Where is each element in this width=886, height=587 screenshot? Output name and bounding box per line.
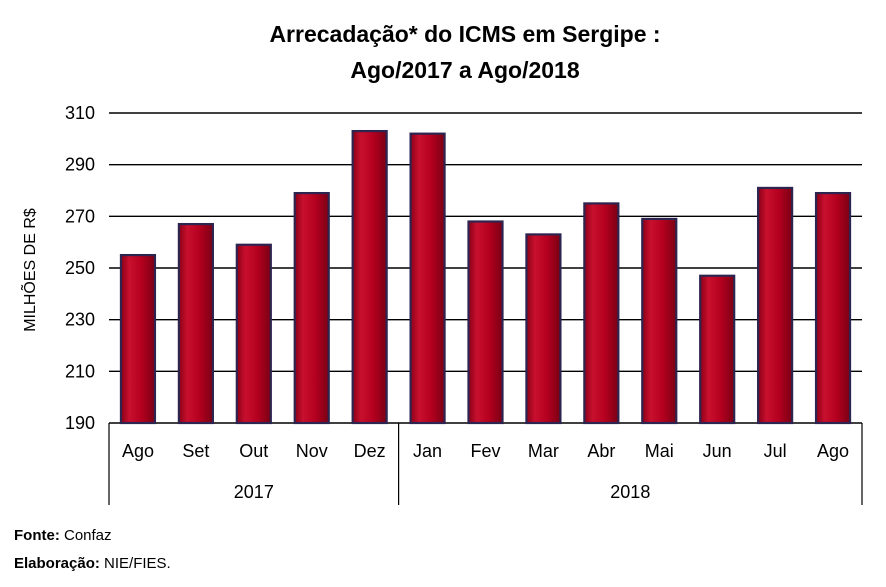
x-tick-label: Ago <box>817 441 849 461</box>
chart-title-line-2: Ago/2017 a Ago/2018 <box>350 57 579 83</box>
bar-mai-9 <box>641 217 678 425</box>
y-tick-label: 210 <box>65 361 95 381</box>
source-note: Fonte: Confaz <box>14 527 112 544</box>
bar-jun-10 <box>699 274 736 425</box>
x-tick-label: Fev <box>470 441 500 461</box>
bar-nov-3 <box>293 191 330 425</box>
credit-note: Elaboração: NIE/FIES. <box>14 555 171 572</box>
y-tick-label: 290 <box>65 155 95 175</box>
bar-jul-11 <box>757 186 794 425</box>
group-label-2017: 2017 <box>234 482 274 502</box>
y-tick-label: 230 <box>65 310 95 330</box>
bar-dez-4 <box>351 129 388 425</box>
bar-ago-12 <box>814 191 852 425</box>
x-tick-label: Ago <box>122 441 154 461</box>
bar-out-2 <box>235 243 272 425</box>
bar-jan-5 <box>409 132 446 425</box>
x-tick-label: Mai <box>645 441 674 461</box>
x-tick-label: Jun <box>703 441 732 461</box>
x-tick-label: Out <box>239 441 268 461</box>
y-tick-label: 250 <box>65 258 95 278</box>
x-tick-label: Jul <box>764 441 787 461</box>
bar-fev-6 <box>467 220 504 425</box>
y-tick-label: 270 <box>65 206 95 226</box>
y-tick-label: 190 <box>65 413 95 433</box>
group-label-2018: 2018 <box>610 482 650 502</box>
chart-title-line-1: Arrecadação* do ICMS em Sergipe : <box>269 21 660 47</box>
x-tick-label: Mar <box>528 441 559 461</box>
y-tick-label: 310 <box>65 103 95 123</box>
x-tick-label: Jan <box>413 441 442 461</box>
source-value: Confaz <box>64 527 112 544</box>
bar-set-1 <box>177 222 214 425</box>
bars <box>119 129 852 425</box>
y-axis-label: MILHÕES DE R$ <box>19 208 39 332</box>
x-tick-label: Abr <box>587 441 615 461</box>
credit-value: NIE/FIES. <box>104 555 171 572</box>
bar-mar-7 <box>525 233 562 425</box>
x-tick-label: Dez <box>354 441 386 461</box>
x-tick-label: Nov <box>296 441 328 461</box>
x-axis: Ago Set Out Nov Dez Jan Fev Mar Abr Mai Jun Jul Ago 2… <box>108 423 863 505</box>
y-tick-labels: 190 210 230 250 270 290 310 <box>65 103 95 433</box>
credit-label: Elaboração: <box>14 555 100 572</box>
x-tick-label: Set <box>182 441 209 461</box>
bar-ago-0 <box>119 253 157 425</box>
bar-abr-8 <box>583 202 620 425</box>
source-label: Fonte: <box>14 527 60 544</box>
